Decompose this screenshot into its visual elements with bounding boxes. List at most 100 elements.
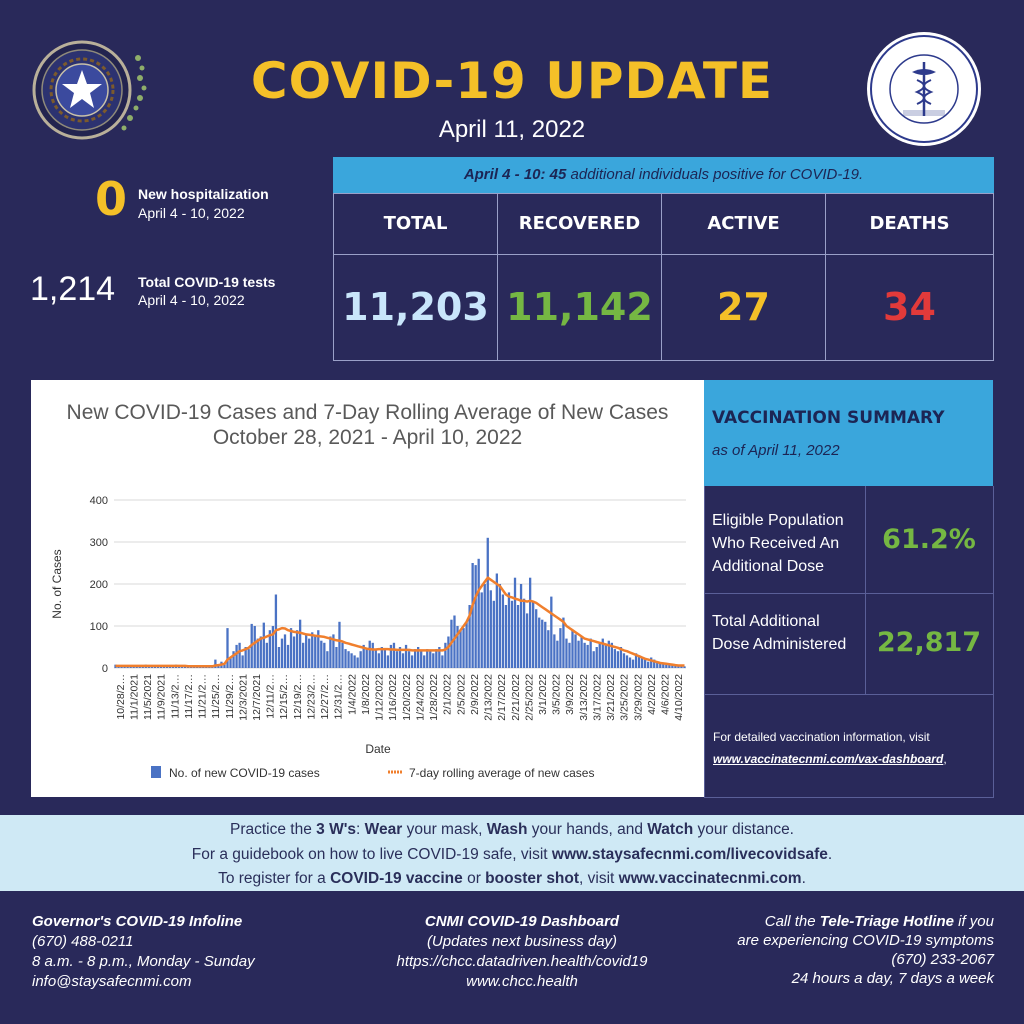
bar — [132, 666, 135, 668]
bar — [544, 621, 547, 668]
bar — [522, 598, 526, 668]
bar — [395, 651, 399, 668]
bar — [480, 592, 483, 668]
bar — [401, 653, 405, 668]
bar — [256, 638, 259, 668]
x-tick-label: 3/29/2022 — [632, 674, 644, 721]
x-tick-label: 2/9/2022 — [469, 674, 481, 715]
y-tick-label: 400 — [90, 495, 108, 507]
bar — [168, 666, 172, 668]
triage-hours: 24 hours a day, 7 days a week — [791, 970, 994, 987]
bar — [631, 659, 635, 668]
x-tick-label: 2/17/2022 — [496, 674, 508, 721]
hospitalization-period: April 4 - 10, 2022 — [138, 205, 245, 221]
bar — [214, 659, 217, 668]
bar — [459, 630, 462, 668]
bar — [516, 605, 520, 668]
bar — [643, 659, 647, 668]
x-tick-label: 1/24/2022 — [414, 674, 426, 721]
vax-note-text: For detailed vaccination information, vi… — [713, 730, 930, 744]
x-tick-label: 3/21/2022 — [605, 674, 617, 721]
tip-bold: booster shot — [485, 870, 580, 887]
bar — [413, 649, 417, 668]
x-tick-label: 3/13/2022 — [578, 674, 590, 721]
bar — [323, 642, 326, 668]
bar — [241, 655, 244, 668]
bar — [483, 584, 486, 668]
case-stats-table: TOTAL 11,203 RECOVERED 11,142 ACTIVE 27 … — [333, 193, 994, 361]
infoline-email[interactable]: info@staysafecnmi.com — [32, 973, 192, 990]
bar — [404, 644, 408, 668]
stat-active-value: 27 — [717, 285, 770, 329]
bar — [423, 655, 426, 668]
vax-eligible-label: Eligible Population Who Received An Addi… — [712, 512, 844, 575]
bar — [389, 644, 393, 668]
y-tick-label: 0 — [102, 663, 108, 675]
dashboard-site[interactable]: www.chcc.health — [466, 973, 578, 990]
x-tick-label: 11/9/2021 — [156, 674, 168, 720]
x-tick-label: 1/12/2022 — [374, 674, 386, 721]
x-tick-label: 4/6/2022 — [660, 674, 672, 715]
triage-line2: are experiencing COVID-19 symptoms — [737, 932, 994, 949]
x-tick-label: 2/13/2022 — [483, 674, 495, 721]
tip-bold: COVID-19 vaccine — [330, 870, 463, 887]
livecovidsafe-link[interactable]: www.staysafecnmi.com/livecovidsafe — [551, 845, 828, 863]
dashboard-url[interactable]: https://chcc.datadriven.health/covid19 — [396, 953, 648, 970]
x-tick-label: 1/16/2022 — [387, 674, 399, 721]
bar — [671, 665, 674, 668]
bar — [592, 651, 595, 668]
x-tick-label: 3/17/2022 — [591, 674, 603, 721]
vaccination-header: VACCINATION SUMMARY as of April 11, 2022 — [704, 380, 993, 486]
bar — [374, 649, 377, 668]
tip-bold: Watch — [647, 821, 694, 838]
triage-phone[interactable]: (670) 233-2067 — [891, 951, 994, 968]
hospitalization-label: New hospitalization — [138, 186, 269, 202]
vax-dashboard-link[interactable]: www.vaccinatecnmi.com/vax-dashboard — [713, 752, 944, 766]
bar — [262, 622, 265, 668]
bar — [504, 605, 508, 668]
bar — [444, 642, 447, 668]
bar — [595, 647, 598, 668]
vaccination-title: VACCINATION SUMMARY — [712, 408, 945, 428]
footer-infoline: Governor's COVID-19 Infoline (670) 488-0… — [32, 912, 255, 992]
bar — [302, 642, 305, 668]
bar — [386, 655, 390, 668]
x-tick-label: 3/5/2022 — [551, 674, 563, 715]
bar — [650, 657, 653, 668]
bar — [468, 605, 471, 668]
bar — [550, 596, 553, 668]
x-tick-label: 12/27/2… — [319, 674, 331, 720]
bar — [619, 647, 623, 668]
bar — [311, 632, 314, 668]
legend-line-label: 7-day rolling average of new cases — [409, 766, 594, 780]
tip-text: your distance. — [693, 821, 794, 838]
cases-chart-card: New COVID-19 Cases and 7-Day Rolling Ave… — [31, 380, 704, 797]
bar — [380, 647, 383, 668]
bar — [308, 638, 311, 668]
rolling-average-line — [115, 576, 685, 668]
tip-text: your mask, — [402, 821, 487, 838]
bar — [320, 640, 323, 668]
tip-text: Practice the — [230, 821, 317, 838]
y-axis-label: No. of Cases — [50, 549, 64, 618]
x-tick-label: 1/28/2022 — [428, 674, 440, 721]
bar — [362, 644, 365, 668]
bar — [223, 663, 226, 668]
tip-bold: Wear — [364, 821, 403, 838]
bar — [525, 613, 529, 668]
banner-text: additional individuals positive for COVI… — [566, 166, 864, 183]
dashboard-note: (Updates next business day) — [426, 933, 618, 950]
bar — [280, 638, 284, 668]
stat-deaths-value: 34 — [883, 285, 936, 329]
bar — [510, 600, 514, 668]
bar — [498, 584, 502, 668]
bar — [162, 666, 166, 668]
infoline-phone[interactable]: (670) 488-0211 — [32, 933, 134, 950]
bar — [326, 651, 329, 668]
healthcare-corp-logo — [865, 30, 983, 148]
x-tick-label: 2/21/2022 — [510, 674, 522, 721]
official-seal-logo — [30, 38, 155, 143]
bar — [283, 634, 287, 668]
vaccinate-link[interactable]: www.vaccinatecnmi.com — [618, 870, 802, 887]
bar — [150, 666, 153, 668]
